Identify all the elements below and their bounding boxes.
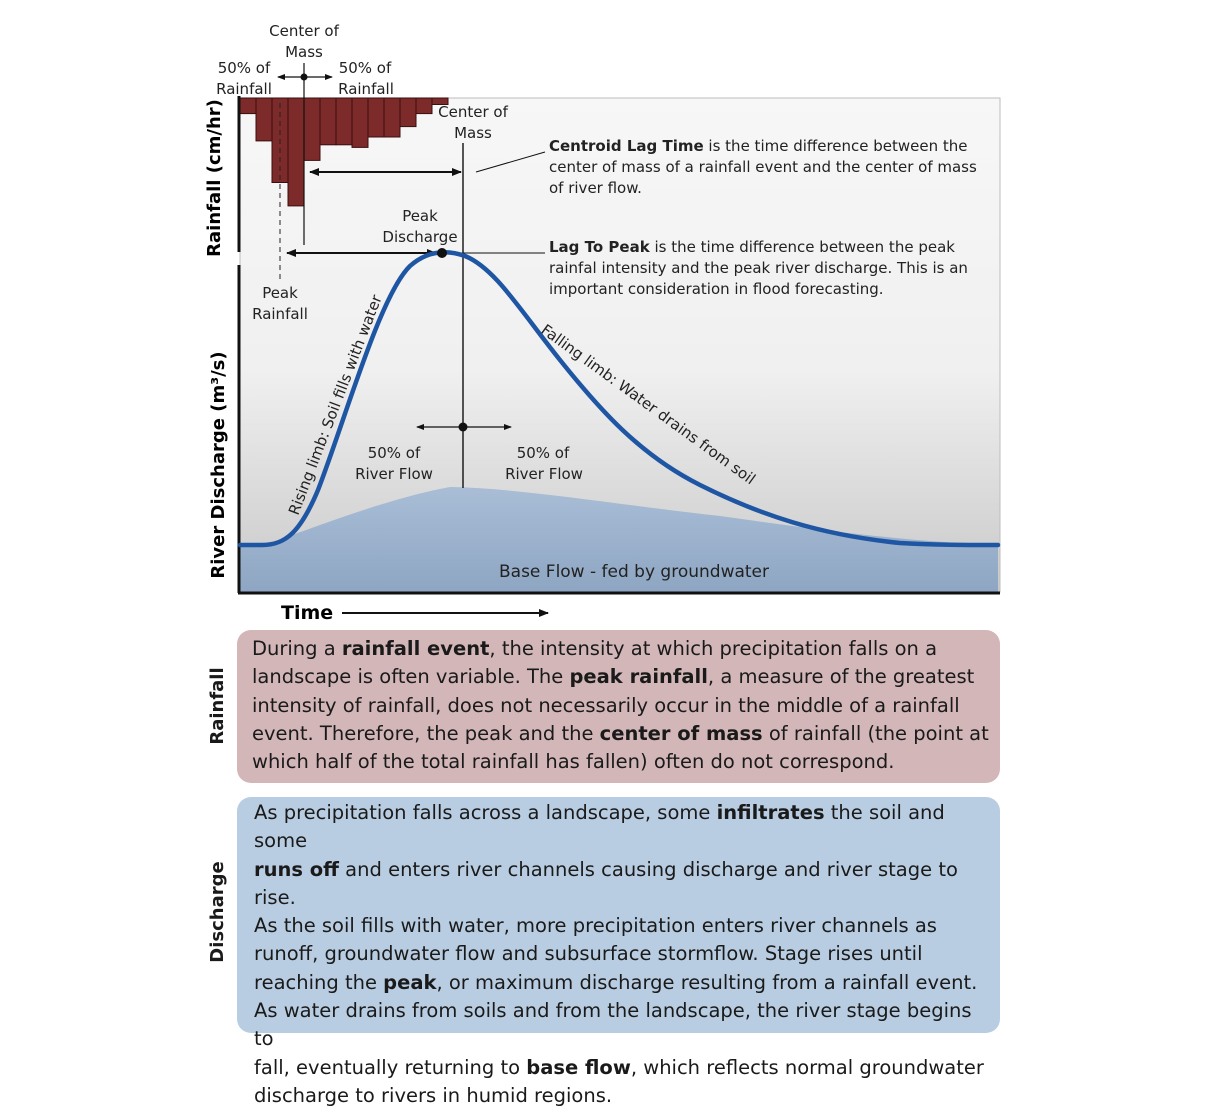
rainfall-bar [319, 97, 337, 146]
discharge-panel-side-label: Discharge [207, 861, 228, 963]
rain-com-label-1: Center of [269, 22, 339, 40]
rainfall-bar [303, 97, 321, 161]
rainfall-bar [399, 97, 417, 128]
text-segment: , a measure of the greatest intensity of… [252, 665, 975, 745]
lag-to-peak-line-1: Lag To Peak is the time difference betwe… [549, 238, 955, 256]
discharge-panel: As precipitation falls across a landscap… [237, 797, 1000, 1107]
text-segment: During a [252, 637, 342, 660]
discharge-panel-text: As precipitation falls across a landscap… [254, 799, 994, 1110]
peak-discharge-label-1: Peak [402, 207, 438, 225]
flow-com-label-1: Center of [438, 103, 508, 121]
lag-to-peak-line-2: rainfal intensity and the peak river dis… [549, 259, 968, 277]
baseflow-label: Base Flow - fed by groundwater [499, 562, 769, 582]
bold-term: peak [383, 970, 437, 994]
text-segment: the soil and some [254, 801, 945, 853]
rainfall-axis-label: Rainfall (cm/hr) [204, 99, 225, 257]
peak-discharge-dot [437, 248, 447, 258]
rainfall-bar [431, 97, 449, 105]
rainfall-bar [415, 97, 433, 115]
hydrograph-diagram: Base Flow - fed by groundwater Rainfall … [204, 22, 1001, 624]
text-segment: and enters river channels causing discha… [254, 857, 958, 994]
flow-left-half-2: River Flow [355, 465, 433, 483]
centroid-lag-leader [475, 151, 546, 173]
discharge-axis-label: River Discharge (m³/s) [208, 351, 229, 578]
rain-right-half-2: Rainfall [338, 80, 394, 98]
bold-term: runs off [254, 857, 339, 881]
centroid-lag-line-2: center of mass of a rainfall event and t… [549, 158, 977, 176]
bold-term: rainfall event [341, 637, 490, 660]
centroid-lag-line-1: Centroid Lag Time is the time difference… [549, 137, 968, 155]
rainfall-panel: During a rainfall event, the intensity a… [237, 630, 1000, 783]
rainfall-bar [351, 97, 369, 148]
baseflow-area [240, 487, 998, 592]
rainfall-bar [367, 97, 385, 138]
rain-com-label-2: Mass [285, 43, 323, 61]
rain-left-half-1: 50% of [218, 59, 271, 77]
flow-center-of-mass-dot [458, 422, 468, 432]
bold-term: peak rainfall [569, 665, 708, 689]
hydrograph-curve [237, 250, 1001, 548]
rain-right-half-1: 50% of [339, 59, 392, 77]
rainfall-panel-text: During a rainfall event, the intensity a… [252, 635, 990, 776]
text-segment: , the intensity at which precipitation f… [252, 637, 938, 689]
bold-term: infiltrates [716, 801, 825, 824]
text-segment: of rainfall (the point at which half of … [252, 721, 989, 774]
peak-rainfall-label-2: Rainfall [252, 305, 308, 323]
time-axis-label: Time [281, 602, 333, 624]
rainfall-bar [255, 97, 273, 142]
centroid-lag-line-3: of river flow. [549, 179, 642, 197]
flow-right-half-2: River Flow [505, 465, 583, 483]
flow-com-label-2: Mass [454, 124, 492, 142]
text-segment: , or maximum discharge resulting from a … [254, 970, 978, 1079]
peak-discharge-label-2: Discharge [382, 228, 457, 246]
bold-term: base flow [526, 1055, 631, 1079]
rainfall-panel-side-label: Rainfall [207, 667, 228, 745]
rainfall-bar [383, 97, 401, 138]
peak-rainfall-label-1: Peak [262, 284, 298, 302]
flow-left-half-1: 50% of [368, 444, 421, 462]
bold-term: center of mass [599, 721, 763, 745]
rain-left-half-2: Rainfall [216, 80, 272, 98]
rainfall-center-of-mass: Center of Mass 50% of Rainfall 50% of Ra… [216, 22, 394, 245]
rainfall-bar [287, 97, 305, 207]
rainfall-bars [239, 97, 449, 207]
text-segment: As precipitation falls across a landscap… [254, 801, 717, 824]
rainfall-bar [239, 97, 257, 115]
flow-right-half-1: 50% of [517, 444, 570, 462]
rainfall-bar [335, 97, 353, 146]
lag-to-peak-line-3: important consideration in flood forecas… [549, 280, 884, 298]
